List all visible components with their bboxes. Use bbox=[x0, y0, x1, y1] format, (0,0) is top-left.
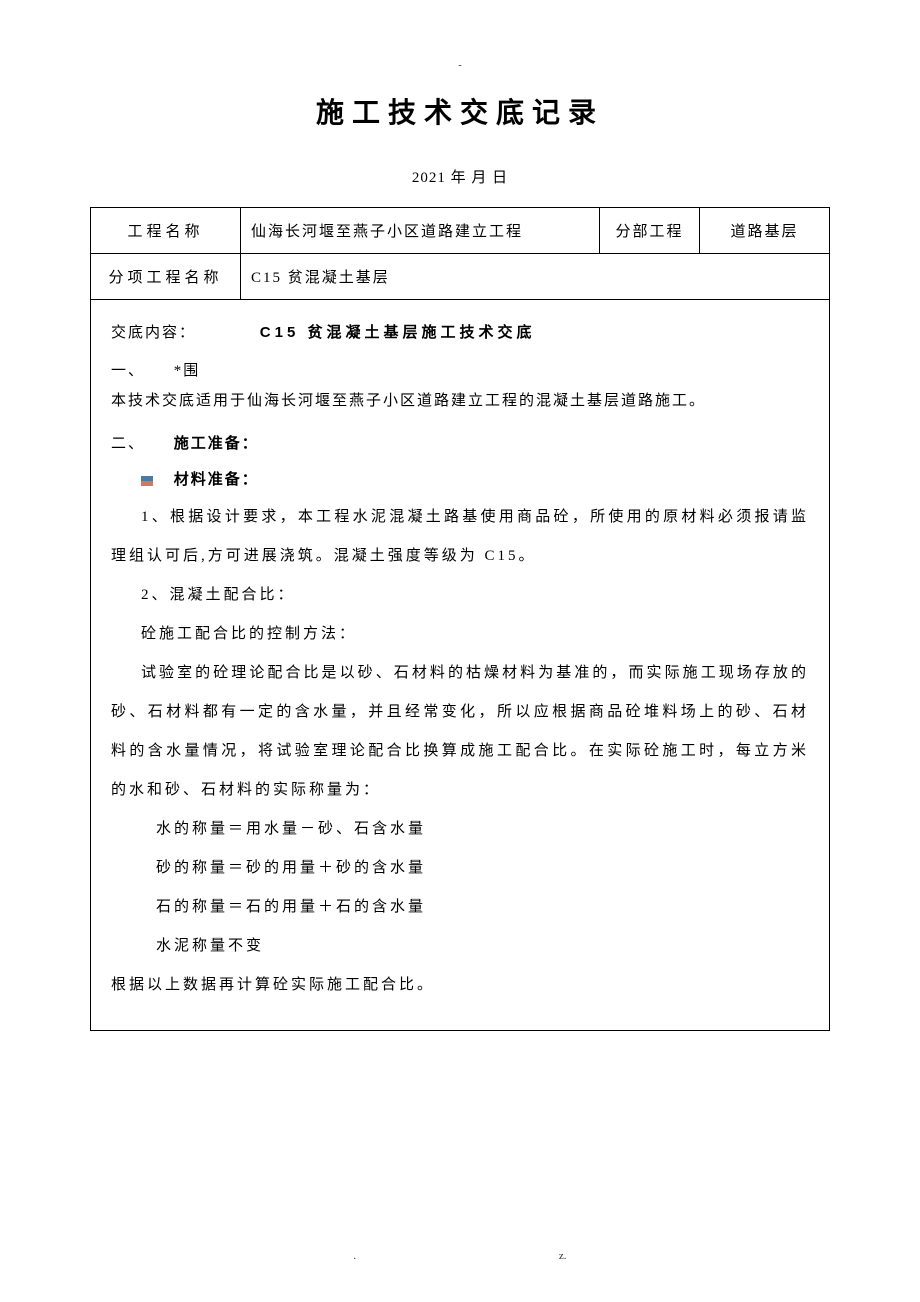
section-label: 分部工程 bbox=[600, 208, 700, 254]
section-value: 道路基层 bbox=[700, 208, 830, 254]
document-page: - 施工技术交底记录 2021 年 月 日 工程名称 仙海长河堰至燕子小区道路建… bbox=[0, 0, 920, 1071]
footer-left: . bbox=[353, 1250, 356, 1262]
content-header-title: C15 贫混凝土基层施工技术交底 bbox=[260, 324, 536, 341]
section-2-num: 二、 bbox=[111, 436, 145, 452]
content-body: 交底内容： C15 贫混凝土基层施工技术交底 一、 *围 本技术交底适用于仙海长… bbox=[90, 300, 830, 1031]
section-2: 二、 施工准备： bbox=[111, 426, 809, 462]
table-row: 工程名称 仙海长河堰至燕子小区道路建立工程 分部工程 道路基层 bbox=[91, 208, 830, 254]
formula-3: 石的称量＝石的用量＋石的含水量 bbox=[156, 888, 809, 927]
paragraph-5: 根据以上数据再计算砼实际施工配合比。 bbox=[111, 966, 809, 1005]
section-1-label: *围 bbox=[174, 363, 201, 379]
section-1-num: 一、 bbox=[111, 363, 145, 379]
bullet-text: 材料准备： bbox=[174, 472, 259, 488]
top-marker: - bbox=[90, 60, 830, 71]
bullet-materials: 材料准备： bbox=[141, 462, 809, 498]
table-row: 分项工程名称 C15 贫混凝土基层 bbox=[91, 254, 830, 300]
formula-1: 水的称量＝用水量－砂、石含水量 bbox=[156, 810, 809, 849]
formula-2: 砂的称量＝砂的用量＋砂的含水量 bbox=[156, 849, 809, 888]
project-name-label: 工程名称 bbox=[91, 208, 241, 254]
formula-4: 水泥称量不变 bbox=[156, 927, 809, 966]
content-header-label: 交底内容： bbox=[111, 325, 196, 341]
content-header: 交底内容： C15 贫混凝土基层施工技术交底 bbox=[111, 315, 809, 351]
section-1-text: 本技术交底适用于仙海长河堰至燕子小区道路建立工程的混凝土基层道路施工。 bbox=[111, 386, 809, 416]
paragraph-2-title: 2、混凝土配合比： bbox=[111, 576, 809, 615]
footer-right: z. bbox=[559, 1250, 567, 1262]
section-2-label: 施工准备： bbox=[174, 436, 259, 452]
document-date: 2021 年 月 日 bbox=[90, 166, 830, 187]
paragraph-3: 砼施工配合比的控制方法： bbox=[111, 615, 809, 654]
document-title: 施工技术交底记录 bbox=[90, 91, 830, 131]
paragraph-1: 1、根据设计要求，本工程水泥混凝土路基使用商品砼，所使用的原材料必须报请监理组认… bbox=[111, 498, 809, 576]
subitem-label: 分项工程名称 bbox=[91, 254, 241, 300]
subitem-value: C15 贫混凝土基层 bbox=[241, 254, 830, 300]
project-name-value: 仙海长河堰至燕子小区道路建立工程 bbox=[241, 208, 600, 254]
section-1: 一、 *围 bbox=[111, 356, 809, 386]
paragraph-4: 试验室的砼理论配合比是以砂、石材料的枯燥材料为基准的，而实际施工现场存放的砂、石… bbox=[111, 654, 809, 810]
header-table: 工程名称 仙海长河堰至燕子小区道路建立工程 分部工程 道路基层 分项工程名称 C… bbox=[90, 207, 830, 300]
page-footer: . z. bbox=[0, 1250, 920, 1262]
bullet-icon bbox=[141, 476, 153, 486]
